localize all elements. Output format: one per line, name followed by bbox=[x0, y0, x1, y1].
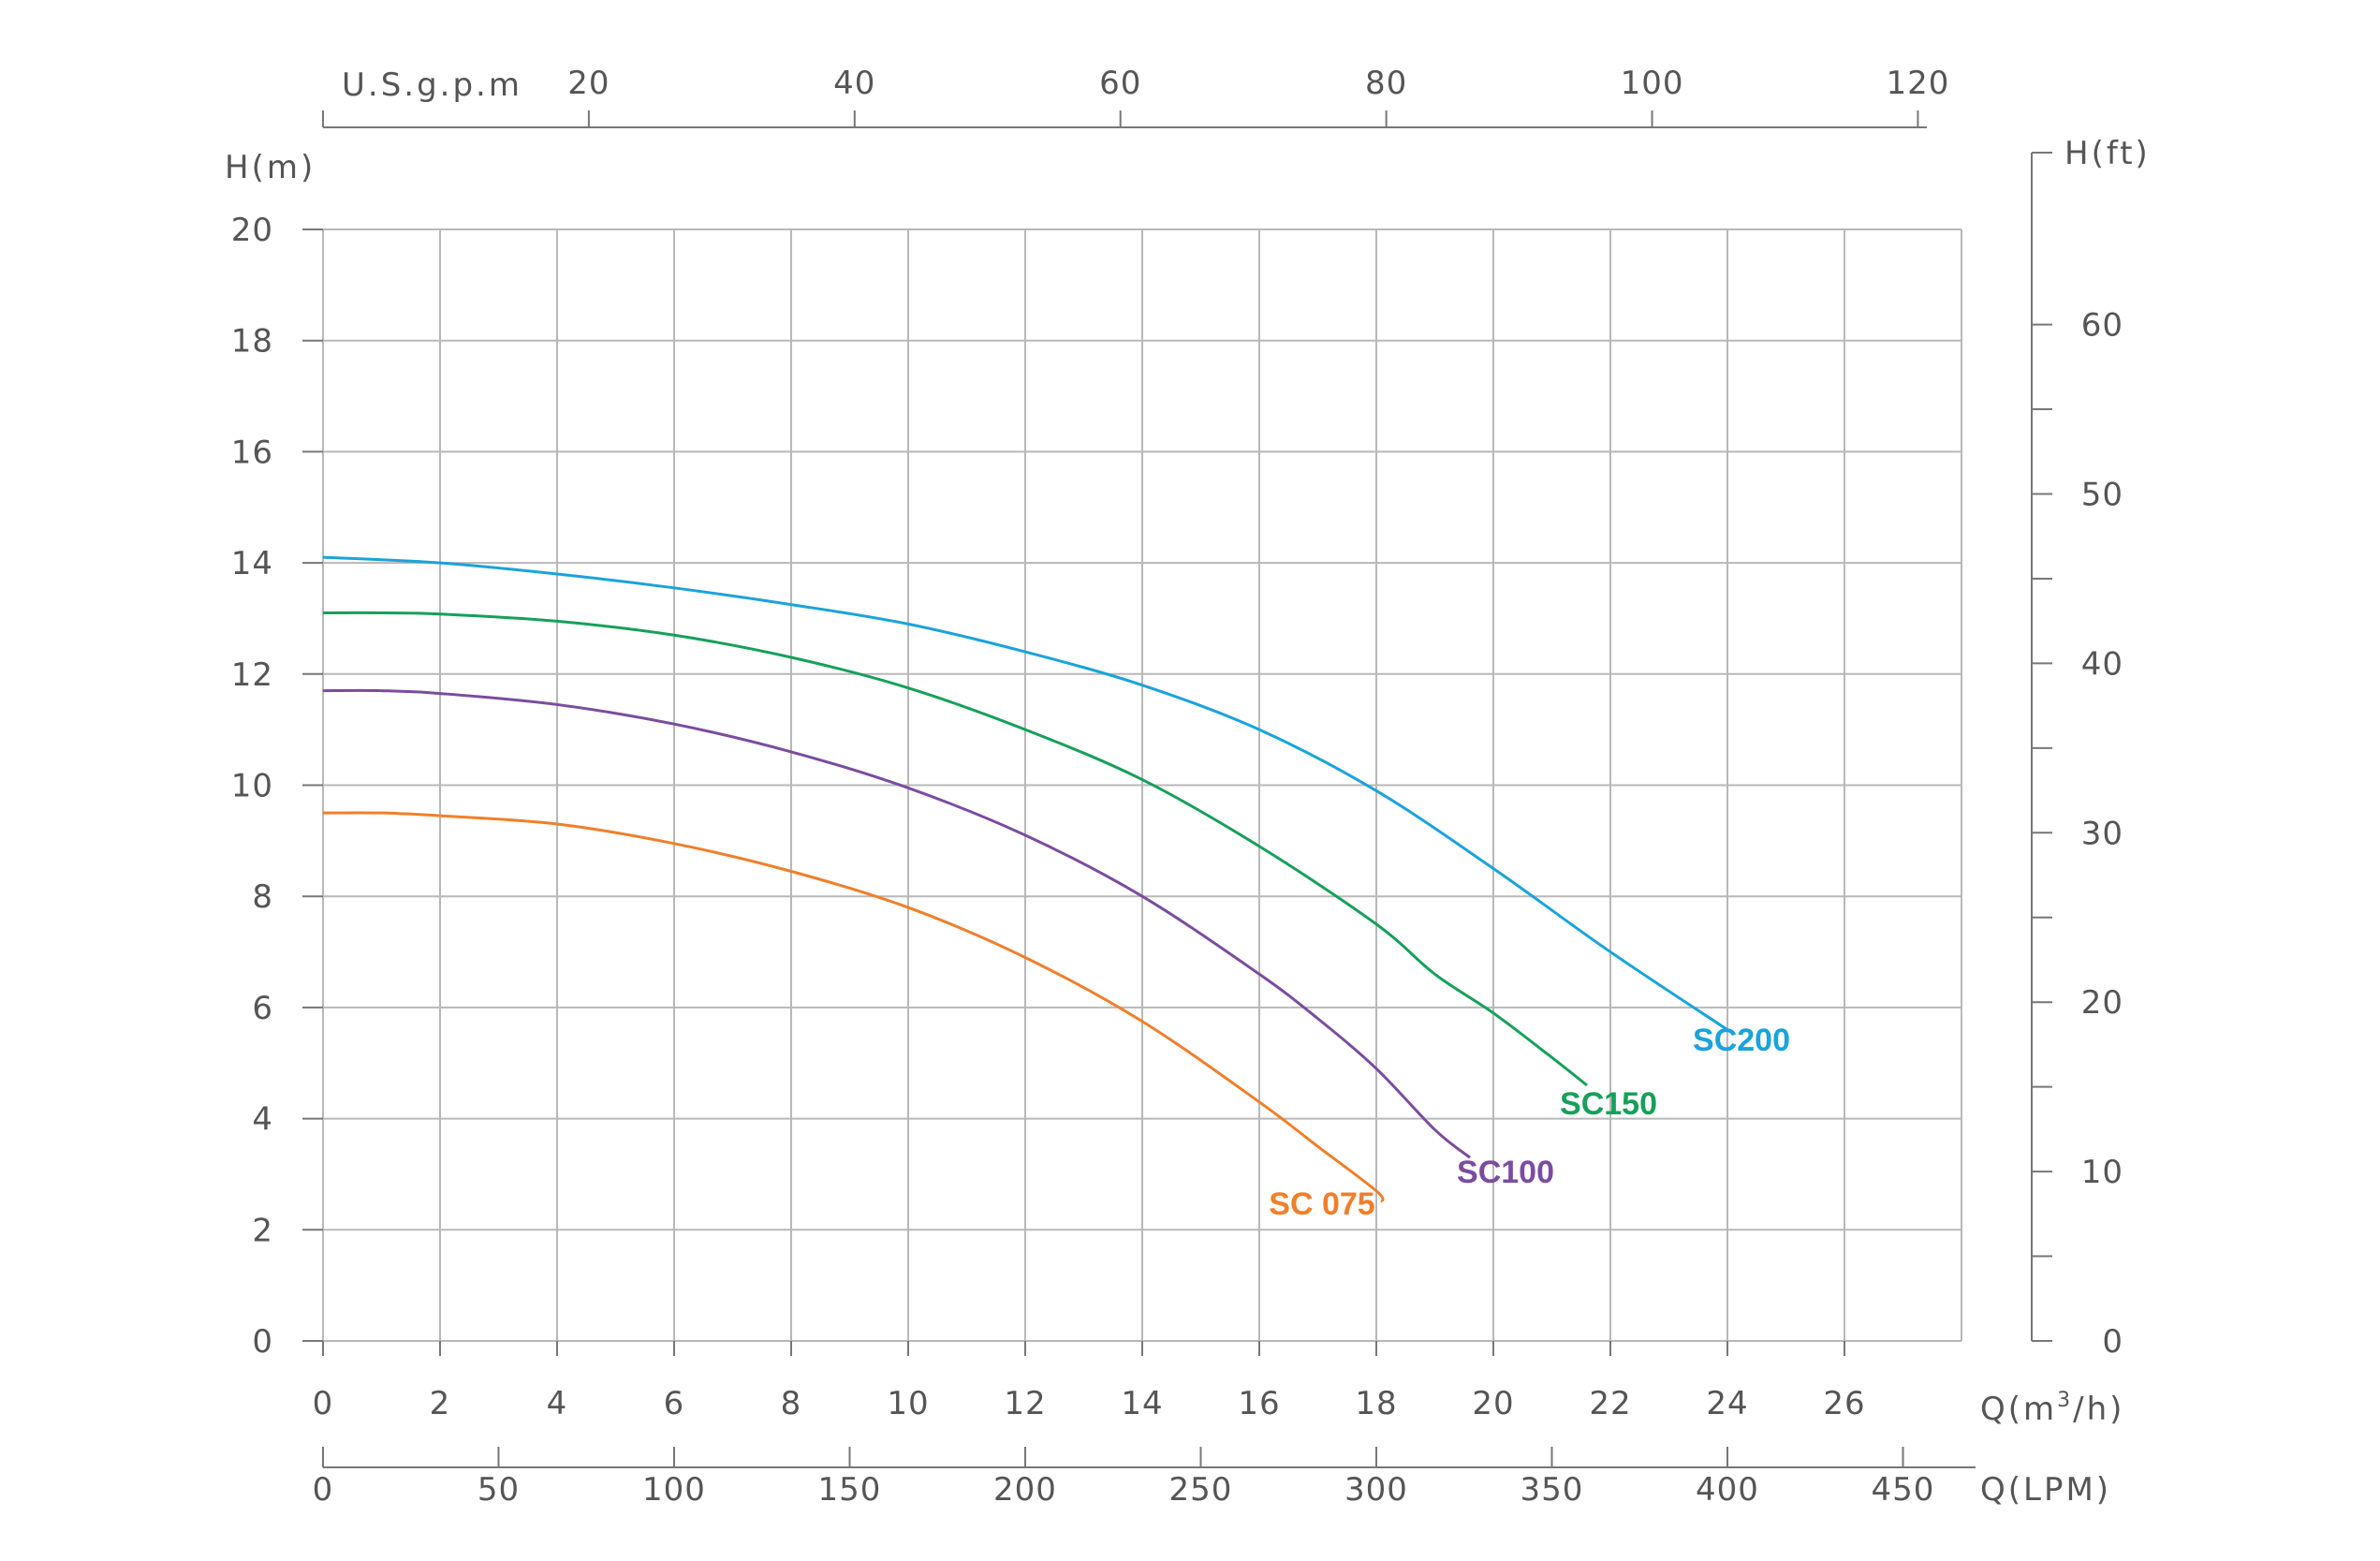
gpm-tick-label: 80 bbox=[1365, 65, 1407, 102]
lpm-tick-label: 50 bbox=[477, 1471, 520, 1509]
x-tick-label: 0 bbox=[313, 1385, 334, 1422]
lpm-tick-label: 150 bbox=[818, 1471, 882, 1509]
gpm-tick-label: 120 bbox=[1886, 65, 1949, 102]
y-tick-label: 0 bbox=[252, 1323, 273, 1361]
gpm-axis-title: U.S.g.p.m bbox=[342, 66, 522, 104]
y-tick-label: 2 bbox=[252, 1212, 273, 1249]
y-tick-label: 4 bbox=[252, 1101, 273, 1139]
x-tick-label: 20 bbox=[1472, 1385, 1514, 1422]
x-axis-title: Q(m3/h) bbox=[1980, 1389, 2124, 1428]
y-tick-label: 10 bbox=[231, 768, 273, 805]
y-tick-label: 14 bbox=[231, 545, 273, 582]
ft-tick-label: 10 bbox=[2081, 1154, 2123, 1191]
y-axis-title: H(m) bbox=[225, 149, 316, 186]
lpm-tick-label: 350 bbox=[1521, 1471, 1584, 1509]
y-tick-label: 16 bbox=[231, 434, 273, 471]
series-line-sc150 bbox=[322, 611, 1588, 1087]
ft-tick-label: 50 bbox=[2081, 477, 2123, 514]
gpm-tick-label: 60 bbox=[1099, 65, 1141, 102]
series-label-sc075: SC 075 bbox=[1269, 1186, 1374, 1222]
y-tick-label: 8 bbox=[252, 878, 273, 916]
y-tick-label: 18 bbox=[231, 323, 273, 361]
ft-tick-label: 20 bbox=[2081, 984, 2123, 1022]
x-tick-label: 24 bbox=[1706, 1385, 1748, 1422]
lpm-tick-label: 450 bbox=[1872, 1471, 1935, 1509]
ft-tick-label: 60 bbox=[2081, 307, 2123, 345]
x-tick-label: 16 bbox=[1238, 1385, 1280, 1422]
x-tick-label: 14 bbox=[1121, 1385, 1163, 1422]
x-tick-label: 2 bbox=[430, 1385, 451, 1422]
gpm-tick-label: 100 bbox=[1621, 65, 1684, 102]
series-line-sc200 bbox=[322, 555, 1728, 1031]
gpm-tick-label: 20 bbox=[567, 65, 610, 102]
lpm-tick-label: 250 bbox=[1169, 1471, 1233, 1509]
y-tick-label: 12 bbox=[231, 656, 273, 694]
ft-tick-label: 40 bbox=[2081, 645, 2123, 683]
y-tick-label: 6 bbox=[252, 990, 273, 1027]
lpm-tick-label: 0 bbox=[313, 1471, 334, 1509]
x-tick-label: 8 bbox=[781, 1385, 802, 1422]
x-tick-label: 18 bbox=[1355, 1385, 1397, 1422]
x-tick-label: 26 bbox=[1823, 1385, 1865, 1422]
series-line-sc075 bbox=[322, 811, 1385, 1203]
lpm-tick-label: 300 bbox=[1344, 1471, 1408, 1509]
x-tick-label: 12 bbox=[1004, 1385, 1046, 1422]
series-label-sc100: SC100 bbox=[1457, 1155, 1554, 1190]
x-tick-label: 22 bbox=[1589, 1385, 1631, 1422]
x-tick-label: 6 bbox=[664, 1385, 685, 1422]
ft-tick-label: 30 bbox=[2081, 815, 2123, 852]
lpm-tick-label: 400 bbox=[1696, 1471, 1759, 1509]
lpm-tick-label: 100 bbox=[642, 1471, 706, 1509]
series-line-sc100 bbox=[322, 688, 1471, 1159]
x-tick-label: 4 bbox=[547, 1385, 568, 1422]
lpm-tick-label: 200 bbox=[993, 1471, 1057, 1509]
ft-axis-title: H(ft) bbox=[2064, 135, 2151, 172]
lpm-axis-title: Q(LPM) bbox=[1980, 1471, 2111, 1509]
ft-tick-label: 0 bbox=[2102, 1323, 2123, 1361]
series-label-sc150: SC150 bbox=[1560, 1086, 1657, 1122]
x-tick-label: 10 bbox=[887, 1385, 929, 1422]
y-tick-label: 20 bbox=[231, 212, 273, 249]
series-label-sc200: SC200 bbox=[1693, 1023, 1790, 1058]
gpm-tick-label: 40 bbox=[833, 65, 875, 102]
